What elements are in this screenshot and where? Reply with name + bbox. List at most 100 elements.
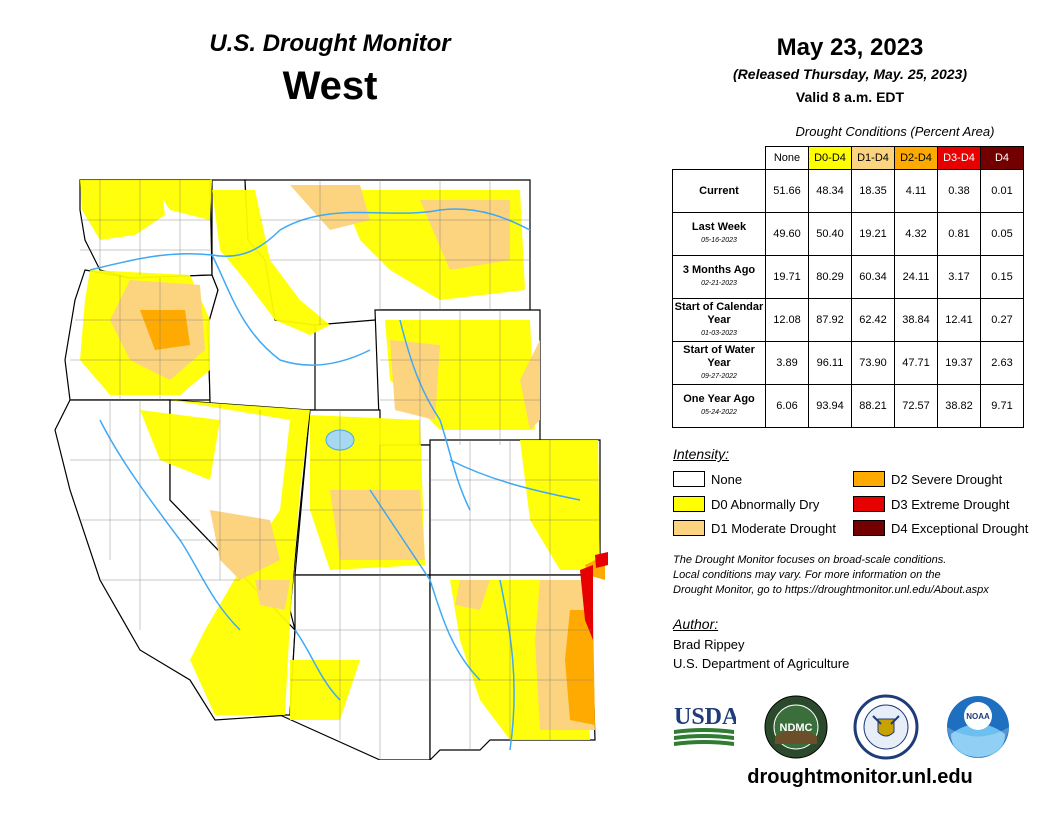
table-row: Start of Calendar Year 01-03-2023 12.08 87.… <box>672 298 1024 342</box>
row-label: Last Week 05-16-2023 <box>672 212 766 256</box>
table-cell: 12.41 <box>937 298 981 342</box>
table-row: Start of Water Year 09-27-2022 3.89 96.11 73… <box>672 341 1024 385</box>
table-cell: 50.40 <box>808 212 852 256</box>
row-label: One Year Ago 05-24-2022 <box>672 384 766 428</box>
table-cell: 3.89 <box>765 341 809 385</box>
legend-item-d4: D4 Exceptional Drought <box>853 519 1028 537</box>
table-cell: 80.29 <box>808 255 852 299</box>
table-cell: 18.35 <box>851 169 895 213</box>
table-cell: 72.57 <box>894 384 938 428</box>
release-date: (Released Thursday, May. 25, 2023) <box>733 66 967 82</box>
row-label-text: One Year Ago <box>683 393 755 405</box>
row-label: Current <box>672 169 766 213</box>
table-cell: 0.27 <box>980 298 1024 342</box>
table-cell: 12.08 <box>765 298 809 342</box>
table-cell: 51.66 <box>765 169 809 213</box>
col-header-d1-d4: D1-D4 <box>851 146 895 170</box>
disclaimer-line: Local conditions may vary. For more info… <box>673 569 941 581</box>
col-header-d0-d4: D0-D4 <box>808 146 852 170</box>
col-header-d4: D4 <box>980 146 1024 170</box>
disclaimer-text: The Drought Monitor focuses on broad-sca… <box>673 553 1043 598</box>
table-cell: 0.01 <box>980 169 1024 213</box>
row-label-text: Start of Calendar Year <box>674 300 764 326</box>
row-label-date: 05-16-2023 <box>701 237 737 244</box>
table-cell: 0.38 <box>937 169 981 213</box>
legend-label: D1 Moderate Drought <box>711 520 837 536</box>
row-label-date: 01-03-2023 <box>701 329 737 337</box>
row-label-date: 05-24-2022 <box>701 409 737 416</box>
table-cell: 2.63 <box>980 341 1024 385</box>
table-cell: 4.32 <box>894 212 938 256</box>
row-label: 3 Months Ago 02-21-2023 <box>672 255 766 299</box>
table-row: 3 Months Ago 02-21-2023 19.71 80.29 60.34 24.… <box>672 255 1024 299</box>
legend-item-d3: D3 Extreme Drought <box>853 495 1010 513</box>
table-corner <box>673 147 766 170</box>
d3-areas <box>580 552 608 640</box>
region-title: West <box>282 64 378 108</box>
author-title: Author: <box>673 616 719 632</box>
author-org: U.S. Department of Agriculture <box>673 656 850 671</box>
product-title: U.S. Drought Monitor <box>209 30 451 57</box>
table-cell: 93.94 <box>808 384 852 428</box>
legend-item-d0: D0 Abnormally Dry <box>673 495 819 513</box>
drought-map <box>54 179 608 760</box>
table-cell: 87.92 <box>808 298 852 342</box>
table-cell: 0.81 <box>937 212 981 256</box>
table-cell: 47.71 <box>894 341 938 385</box>
table-cell: 0.15 <box>980 255 1024 299</box>
row-label: Start of Water Year 09-27-2022 <box>672 341 766 385</box>
legend-label: None <box>711 471 743 487</box>
legend-item-d1: D1 Moderate Drought <box>673 519 836 537</box>
valid-time: Valid 8 a.m. EDT <box>795 89 905 105</box>
legend-swatch <box>673 520 705 536</box>
climate-center-logo <box>853 694 919 760</box>
legend-label: D4 Exceptional Drought <box>891 520 1029 536</box>
table-cell: 0.05 <box>980 212 1024 256</box>
table-cell: 24.11 <box>894 255 938 299</box>
noaa-logo-text: NOAA <box>966 712 990 721</box>
row-label-date: 09-27-2022 <box>701 372 737 380</box>
table-cell: 38.82 <box>937 384 981 428</box>
disclaimer-line: Drought Monitor, go to https://droughtmo… <box>673 584 989 596</box>
ndmc-logo: NDMC <box>764 695 828 759</box>
table-caption: Drought Conditions (Percent Area) <box>795 124 995 139</box>
table-cell: 60.34 <box>851 255 895 299</box>
table-cell: 4.11 <box>894 169 938 213</box>
table-cell: 3.17 <box>937 255 981 299</box>
col-header-none: None <box>765 146 809 170</box>
table-header-row: None D0-D4 D1-D4 D2-D4 D3-D4 D4 <box>673 146 1024 170</box>
disclaimer-line: The Drought Monitor focuses on broad-sca… <box>673 554 947 566</box>
table-cell: 48.34 <box>808 169 852 213</box>
legend-item-none: None <box>673 470 742 488</box>
site-url-link[interactable]: droughtmonitor.unl.edu <box>747 766 973 788</box>
legend-label: D3 Extreme Drought <box>891 496 1010 512</box>
legend-label: D0 Abnormally Dry <box>711 496 820 512</box>
legend-item-d2: D2 Severe Drought <box>853 470 1002 488</box>
usda-logo-text: USDA <box>674 704 736 730</box>
map-date: May 23, 2023 <box>776 34 924 61</box>
col-header-d3-d4: D3-D4 <box>937 146 981 170</box>
table-cell: 88.21 <box>851 384 895 428</box>
table-cell: 19.21 <box>851 212 895 256</box>
table-cell: 96.11 <box>808 341 852 385</box>
usda-logo: USDA <box>674 704 736 746</box>
legend-swatch <box>853 520 885 536</box>
noaa-logo: NOAA <box>947 696 1009 758</box>
row-label-text: 3 Months Ago <box>682 264 756 276</box>
col-header-d2-d4: D2-D4 <box>894 146 938 170</box>
table-cell: 49.60 <box>765 212 809 256</box>
row-label-text: Start of Water Year <box>683 343 755 369</box>
table-row: Current 51.66 48.34 18.35 4.11 0.38 0.01 <box>672 169 1024 213</box>
table-cell: 6.06 <box>765 384 809 428</box>
legend-swatch <box>673 471 705 487</box>
row-label-date: 02-21-2023 <box>701 280 737 287</box>
row-label-text: Current <box>699 184 739 197</box>
table-cell: 9.71 <box>980 384 1024 428</box>
table-row: Last Week 05-16-2023 49.60 50.40 19.21 4.32 0.… <box>672 212 1024 256</box>
row-label: Start of Calendar Year 01-03-2023 <box>672 298 766 342</box>
legend-title: Intensity: <box>673 446 730 462</box>
legend-swatch <box>673 496 705 512</box>
legend-swatch <box>853 471 885 487</box>
table-cell: 73.90 <box>851 341 895 385</box>
drought-stats-table: None D0-D4 D1-D4 D2-D4 D3-D4 D4 Current 5… <box>672 146 1024 428</box>
